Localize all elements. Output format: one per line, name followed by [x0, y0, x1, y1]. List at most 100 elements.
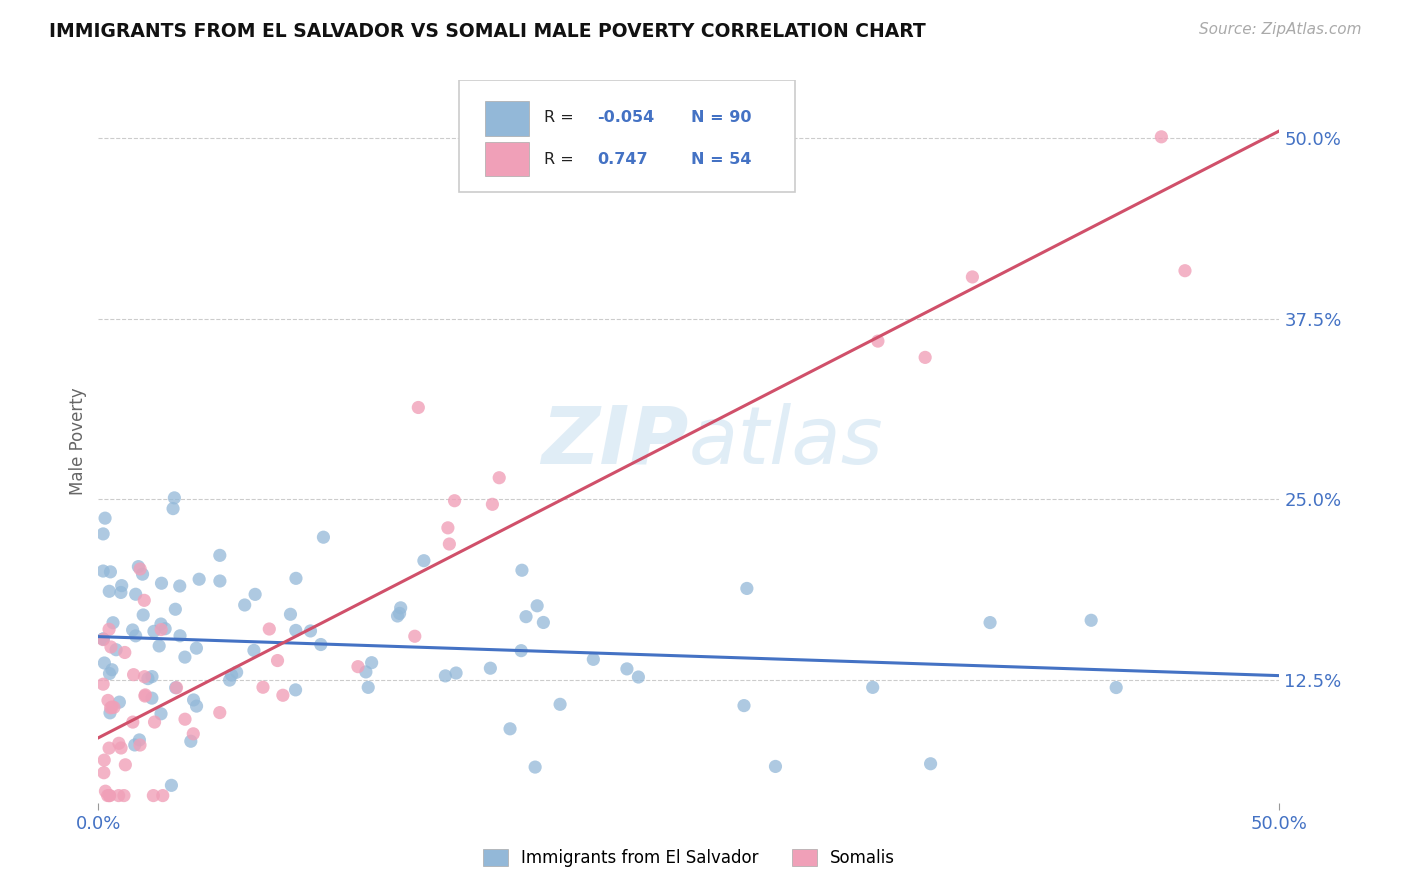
Point: [284, 624, 307, 638]
Point: [408, 401, 430, 415]
Point: [180, 734, 202, 748]
Point: [284, 682, 307, 697]
Point: [1080, 613, 1102, 627]
Point: [862, 681, 884, 695]
Point: [152, 789, 174, 803]
Point: [412, 554, 434, 568]
Point: [166, 681, 188, 695]
Point: [162, 501, 184, 516]
Point: [233, 598, 256, 612]
Point: [183, 693, 205, 707]
Point: [91, 632, 114, 647]
Point: [481, 497, 503, 511]
Point: [312, 530, 335, 544]
Point: [616, 662, 638, 676]
Point: [150, 623, 173, 637]
Legend: Immigrants from El Salvador, Somalis: Immigrants from El Salvador, Somalis: [482, 848, 896, 867]
Point: [765, 759, 787, 773]
Point: [143, 714, 166, 729]
Point: [515, 609, 537, 624]
Point: [91, 564, 114, 578]
Point: [124, 738, 146, 752]
Point: [526, 599, 548, 613]
Point: [243, 587, 266, 601]
Point: [218, 673, 240, 687]
Point: [112, 789, 135, 803]
Point: [141, 670, 163, 684]
Point: [98, 789, 121, 803]
Point: [134, 689, 156, 703]
Point: [299, 624, 322, 638]
Point: [920, 756, 942, 771]
Point: [404, 629, 426, 643]
Text: IMMIGRANTS FROM EL SALVADOR VS SOMALI MALE POVERTY CORRELATION CHART: IMMIGRANTS FROM EL SALVADOR VS SOMALI MA…: [49, 22, 927, 41]
Point: [266, 654, 288, 668]
Point: [1105, 681, 1128, 695]
Point: [129, 562, 152, 576]
Point: [131, 567, 153, 582]
Bar: [485, 142, 530, 177]
Point: [122, 667, 145, 681]
Point: [91, 527, 114, 541]
Point: [914, 351, 936, 365]
Text: -0.054: -0.054: [596, 111, 654, 126]
Point: [259, 622, 281, 636]
Point: [100, 640, 122, 654]
Point: [188, 572, 211, 586]
Point: [98, 584, 121, 599]
Point: [150, 576, 173, 591]
Point: [735, 582, 758, 596]
Text: Source: ZipAtlas.com: Source: ZipAtlas.com: [1198, 22, 1361, 37]
Point: [354, 665, 377, 679]
Point: [127, 559, 149, 574]
Point: [111, 579, 134, 593]
Point: [110, 585, 132, 599]
Text: 0.747: 0.747: [596, 152, 647, 167]
Point: [114, 757, 136, 772]
Point: [225, 665, 247, 680]
Point: [285, 571, 308, 585]
Point: [437, 521, 460, 535]
Point: [186, 641, 208, 656]
FancyBboxPatch shape: [458, 80, 796, 193]
Point: [174, 712, 197, 726]
Point: [208, 549, 231, 563]
Point: [524, 760, 547, 774]
Point: [962, 269, 984, 284]
Text: N = 90: N = 90: [692, 111, 752, 126]
Text: N = 54: N = 54: [692, 152, 752, 167]
Point: [128, 733, 150, 747]
Point: [208, 574, 231, 588]
Point: [134, 670, 156, 684]
Point: [98, 622, 121, 636]
Point: [979, 615, 1001, 630]
Point: [252, 680, 274, 694]
Point: [271, 688, 294, 702]
Point: [103, 700, 125, 714]
Point: [360, 656, 382, 670]
Point: [98, 741, 121, 756]
Point: [105, 642, 128, 657]
Point: [134, 688, 156, 702]
Point: [163, 491, 186, 505]
Point: [124, 629, 146, 643]
Point: [169, 579, 191, 593]
Point: [186, 699, 208, 714]
Point: [98, 789, 121, 803]
Point: [444, 666, 467, 681]
Point: [94, 784, 117, 798]
Point: [347, 659, 370, 673]
Point: [280, 607, 302, 622]
Point: [93, 656, 115, 670]
Point: [121, 623, 143, 637]
Point: [100, 701, 122, 715]
Point: [91, 632, 114, 646]
Point: [94, 511, 117, 525]
Point: [97, 789, 120, 803]
Point: [1174, 263, 1197, 277]
Point: [98, 666, 121, 681]
Point: [160, 778, 183, 792]
Point: [108, 736, 131, 750]
Point: [136, 672, 159, 686]
Point: [101, 615, 124, 630]
